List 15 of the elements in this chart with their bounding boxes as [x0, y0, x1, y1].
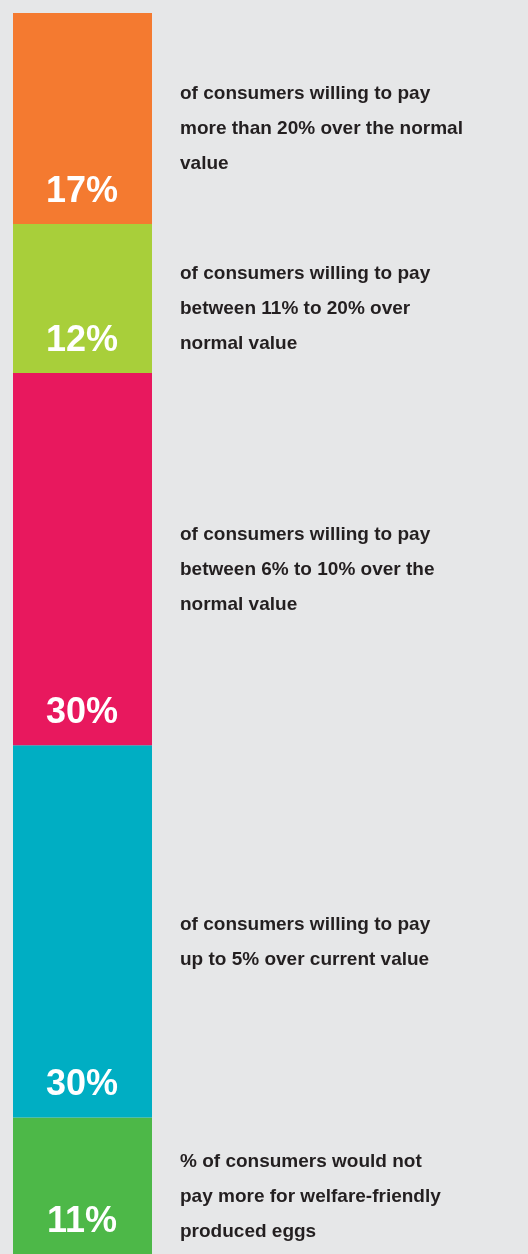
series-label: of consumers willing to pay up to 5% over current value [180, 912, 431, 969]
series-label: % of consumers would not pay more for welfare-friendly produced eggs [180, 1149, 442, 1241]
series-label: of consumers willing to pay between 11% to 20% over normal value [180, 262, 431, 354]
data-label: 30% [45, 690, 119, 732]
bar [13, 745, 152, 1118]
data-label: 17% [45, 168, 119, 210]
data-label: 30% [45, 1062, 119, 1104]
bar [13, 1117, 152, 1254]
series-label: of consumers willing to pay more than 20% over the normal value [180, 82, 463, 174]
bar [13, 223, 152, 373]
data-label: 12% [45, 317, 119, 359]
bar [13, 372, 152, 746]
bar [13, 13, 152, 224]
series-label: of consumers willing to pay between 6% to 10% over the normal value [180, 523, 435, 615]
data-label: 11% [46, 1199, 118, 1240]
